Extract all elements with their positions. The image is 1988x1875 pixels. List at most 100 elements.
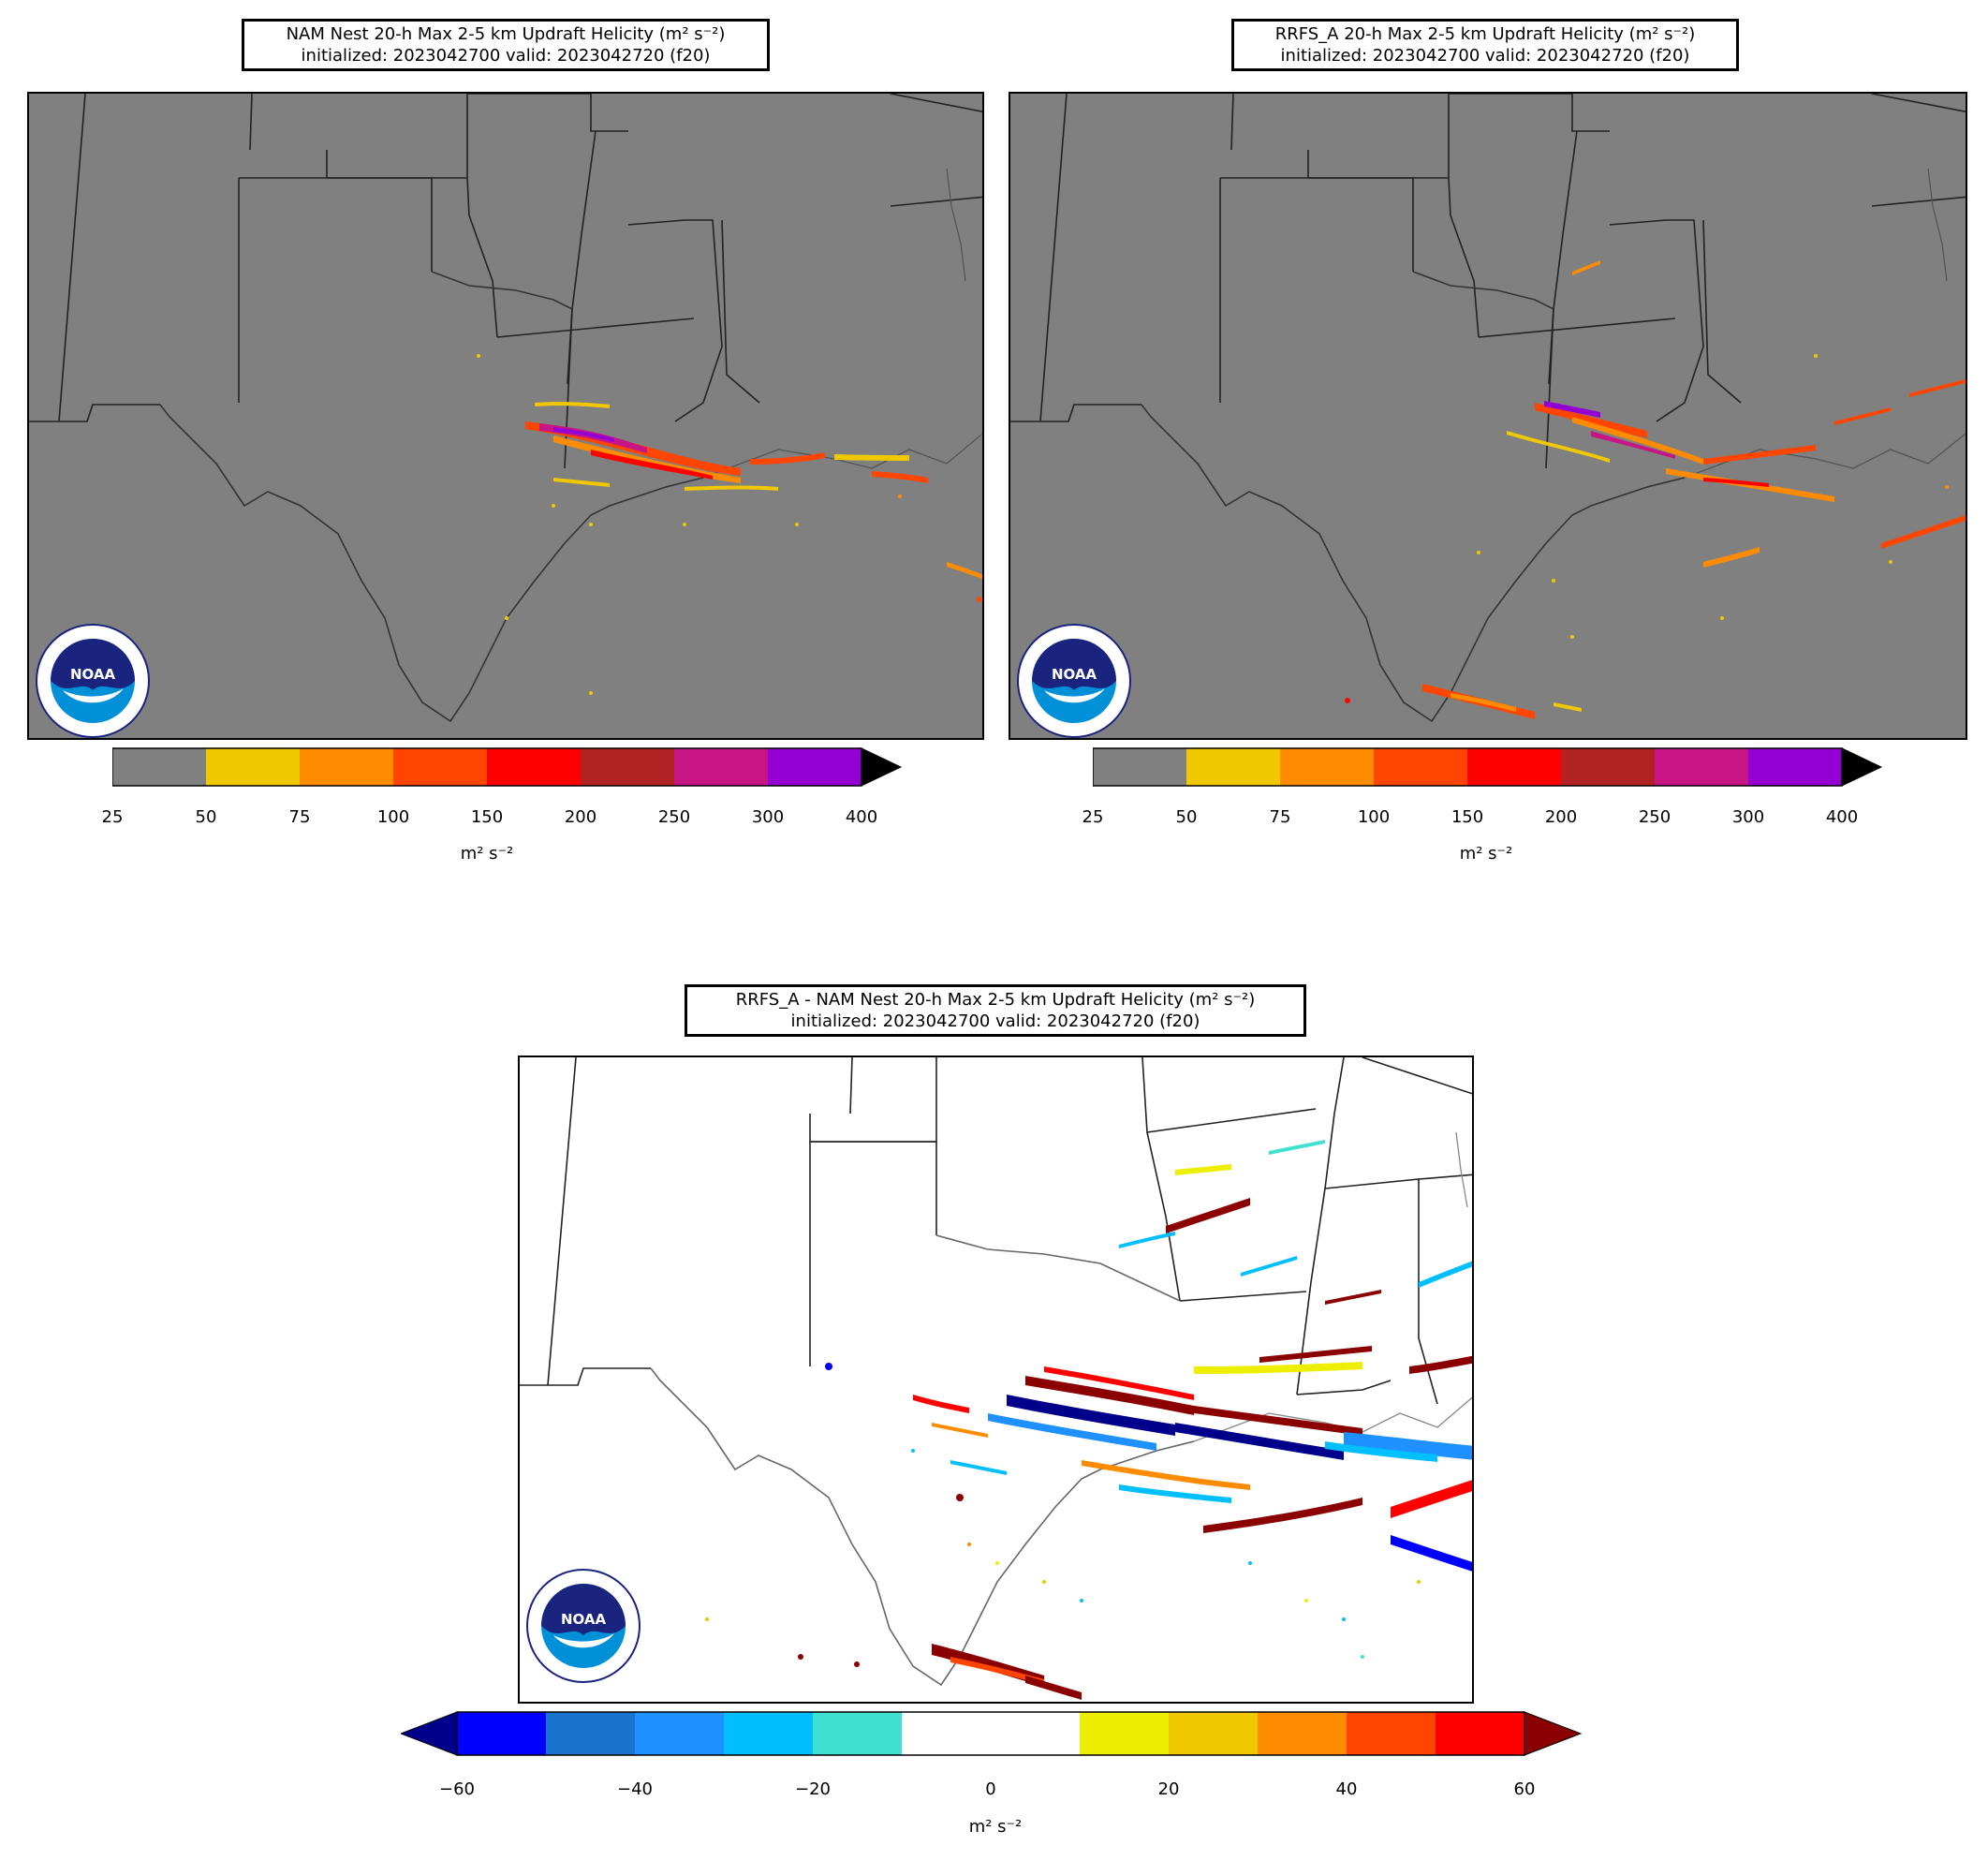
colorbar-outline — [111, 747, 862, 787]
state-borders — [520, 1057, 1472, 1405]
nam-colorbar-unit: m² s⁻² — [460, 844, 514, 864]
coast-detail — [1684, 168, 1966, 479]
state-borders — [1010, 94, 1966, 469]
colorbar-tick-label: 400 — [845, 807, 878, 827]
colorbar-bin — [1436, 1712, 1524, 1755]
texas-outline — [650, 1234, 1195, 1687]
rrfs-panel-title: RRFS_A 20-h Max 2-5 km Updraft Helicity … — [1231, 19, 1739, 71]
rrfs-title-line1: RRFS_A 20-h Max 2-5 km Updraft Helicity … — [1274, 24, 1696, 44]
colorbar-tick-label: 300 — [751, 807, 785, 827]
uh-difference-swaths — [705, 1140, 1472, 1700]
colorbar-bin — [813, 1712, 902, 1755]
texas-outline — [159, 271, 704, 723]
rrfs-colorbar-graphic — [1092, 747, 1883, 787]
colorbar-bin — [487, 748, 581, 786]
colorbar-tick-label: 25 — [1082, 807, 1104, 827]
nam-map: NOAA — [27, 92, 984, 740]
colorbar-extend-arrow — [1841, 747, 1883, 787]
noaa-logo: NOAA — [525, 1568, 641, 1684]
noaa-logo: NOAA — [35, 623, 151, 738]
nam-colorbar-graphic — [111, 747, 903, 787]
colorbar-tick-label: 25 — [101, 807, 124, 827]
colorbar-bin — [768, 748, 861, 786]
coast-detail — [702, 168, 982, 479]
colorbar-tick-label: 400 — [1825, 807, 1859, 827]
colorbar-tick-label: 100 — [376, 807, 410, 827]
noaa-logo-text: NOAA — [70, 666, 116, 683]
colorbar-tick-label: 250 — [657, 807, 691, 827]
colorbar-bin — [724, 1712, 813, 1755]
colorbar-extend-low-arrow — [399, 1711, 458, 1756]
colorbar-bin — [1080, 1712, 1169, 1755]
colorbar-bin — [457, 1712, 546, 1755]
colorbar-tick-label: 75 — [288, 807, 311, 827]
colorbar-tick-label: −40 — [617, 1779, 653, 1799]
colorbar-outline — [1092, 747, 1843, 787]
rrfs-map-graphics — [1010, 94, 1966, 723]
texas-outline — [1141, 271, 1686, 723]
colorbar-bin — [991, 1712, 1080, 1755]
colorbar-bin — [1280, 748, 1374, 786]
colorbar-tick-label: 40 — [1335, 1779, 1358, 1799]
colorbar-bin — [1655, 748, 1748, 786]
rrfs-colorbar: 25 50 75 100 150 200 250 300 400 m² s⁻² — [1082, 746, 1884, 864]
nam-title-line2: initialized: 2023042700 valid: 202304272… — [301, 46, 711, 66]
noaa-logo-text: NOAA — [561, 1611, 607, 1628]
colorbar-extend-high-arrow — [1524, 1711, 1583, 1756]
colorbar-tick-label: 200 — [1544, 807, 1578, 827]
colorbar-bin — [1748, 748, 1842, 786]
colorbar-bin — [393, 748, 487, 786]
colorbar-bin — [902, 1712, 991, 1755]
colorbar-bin — [1093, 748, 1186, 786]
colorbar-tick-label: 0 — [985, 1779, 996, 1799]
colorbar-bin — [546, 1712, 635, 1755]
rrfs-colorbar-unit: m² s⁻² — [1459, 844, 1513, 864]
diff-colorbar-graphic — [399, 1711, 1583, 1756]
colorbar-tick-label: 150 — [1451, 807, 1484, 827]
colorbar-bin — [1169, 1712, 1258, 1755]
colorbar-bin — [1467, 748, 1561, 786]
colorbar-bin — [674, 748, 768, 786]
colorbar-bin — [1374, 748, 1467, 786]
nam-title-line1: NAM Nest 20-h Max 2-5 km Updraft Helicit… — [286, 24, 726, 44]
uh-swaths — [1345, 260, 1966, 719]
colorbar-tick-label: 75 — [1269, 807, 1291, 827]
colorbar-bin — [1561, 748, 1655, 786]
diff-colorbar-unit: m² s⁻² — [968, 1817, 1023, 1837]
colorbar-tick-label: 250 — [1638, 807, 1671, 827]
diff-map-graphics — [520, 1057, 1472, 1700]
colorbar-bin — [581, 748, 674, 786]
colorbar-bin — [112, 748, 206, 786]
colorbar-tick-label: 150 — [470, 807, 504, 827]
colorbar-bin — [1347, 1712, 1436, 1755]
colorbar-outline — [456, 1711, 1525, 1756]
noaa-logo: NOAA — [1016, 623, 1132, 738]
nam-colorbar: 25 50 75 100 150 200 250 300 400 m² s⁻² — [102, 746, 904, 864]
colorbar-tick-label: 50 — [1175, 807, 1198, 827]
colorbar-tick-label: −60 — [439, 1779, 475, 1799]
rrfs-map: NOAA — [1009, 92, 1967, 740]
diff-map: NOAA — [518, 1056, 1474, 1704]
colorbar-tick-label: −20 — [795, 1779, 831, 1799]
diff-colorbar: −60 −40 −20 0 20 40 60 m² s⁻² — [399, 1710, 1590, 1851]
colorbar-bin — [1258, 1712, 1347, 1755]
nam-map-graphics — [29, 94, 982, 723]
nam-panel-title: NAM Nest 20-h Max 2-5 km Updraft Helicit… — [242, 19, 770, 71]
colorbar-bin — [1186, 748, 1280, 786]
rrfs-title-line2: initialized: 2023042700 valid: 202304272… — [1280, 46, 1690, 66]
uh-swaths — [477, 354, 982, 695]
colorbar-bin — [206, 748, 300, 786]
state-borders — [29, 94, 982, 469]
diff-panel-title: RRFS_A - NAM Nest 20-h Max 2-5 km Updraf… — [685, 984, 1306, 1037]
colorbar-tick-label: 20 — [1157, 1779, 1180, 1799]
colorbar-tick-label: 100 — [1357, 807, 1391, 827]
colorbar-extend-arrow — [861, 747, 903, 787]
colorbar-bin — [635, 1712, 724, 1755]
colorbar-tick-label: 60 — [1513, 1779, 1536, 1799]
diff-title-line2: initialized: 2023042700 valid: 202304272… — [790, 1011, 1200, 1031]
colorbar-tick-label: 50 — [195, 807, 217, 827]
noaa-logo-text: NOAA — [1052, 666, 1097, 683]
diff-title-line1: RRFS_A - NAM Nest 20-h Max 2-5 km Updraf… — [735, 990, 1256, 1010]
colorbar-tick-label: 300 — [1731, 807, 1765, 827]
colorbar-bin — [300, 748, 393, 786]
